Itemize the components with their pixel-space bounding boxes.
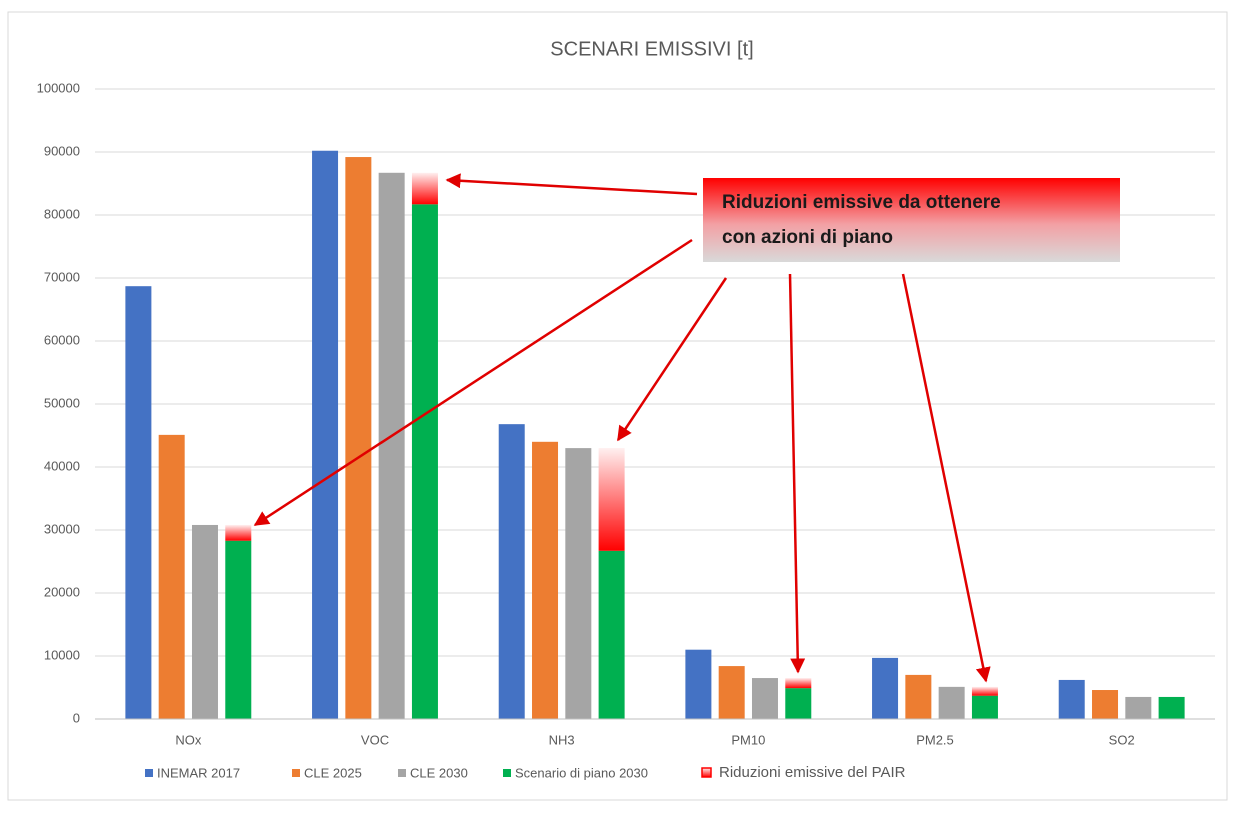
stacked-bar-segment (785, 678, 812, 689)
bar (718, 666, 745, 719)
bar (1125, 696, 1152, 719)
bar (345, 157, 372, 720)
y-tick-label: 30000 (44, 521, 80, 536)
legend-swatch (398, 769, 406, 777)
stacked-bar-segment (225, 524, 252, 541)
x-tick-label: SO2 (1109, 732, 1135, 747)
stacked-bar-segment (971, 686, 998, 696)
bar (411, 204, 438, 720)
legend-label: CLE 2030 (410, 765, 468, 780)
y-tick-label: 100000 (37, 80, 80, 95)
annotation-box (703, 178, 1120, 262)
bar (378, 172, 405, 720)
bar (785, 688, 812, 719)
y-tick-label: 10000 (44, 647, 80, 662)
y-tick-label: 70000 (44, 269, 80, 284)
bar (532, 441, 559, 719)
bar (565, 448, 592, 719)
legend-label: INEMAR 2017 (157, 765, 240, 780)
bar (1158, 696, 1185, 719)
annotation-text: Riduzioni emissive da ottenere (722, 192, 1001, 213)
bar (938, 686, 965, 719)
x-tick-label: VOC (361, 732, 389, 747)
legend-swatch (292, 769, 300, 777)
annotation-text: con azioni di piano (722, 227, 893, 248)
y-tick-label: 0 (73, 710, 80, 725)
legend-swatch (701, 767, 712, 778)
bar (498, 424, 525, 719)
x-tick-label: NH3 (549, 732, 575, 747)
bar (158, 434, 185, 719)
legend-swatch (145, 769, 153, 777)
stacked-bar-segment (598, 448, 625, 551)
y-tick-label: 20000 (44, 584, 80, 599)
stacked-bar-segment (411, 172, 438, 205)
bar (971, 695, 998, 719)
y-tick-label: 90000 (44, 143, 80, 158)
y-tick-label: 40000 (44, 458, 80, 473)
y-tick-label: 60000 (44, 332, 80, 347)
bar (905, 674, 932, 719)
bar (751, 678, 778, 719)
bar (1092, 690, 1119, 719)
bar (225, 540, 252, 719)
bar (312, 150, 339, 720)
bar (191, 524, 218, 719)
legend-label: Scenario di piano 2030 (515, 765, 648, 780)
bar (598, 550, 625, 719)
y-tick-label: 80000 (44, 206, 80, 221)
bar (685, 649, 712, 719)
x-tick-label: PM2.5 (916, 732, 954, 747)
y-tick-label: 50000 (44, 395, 80, 410)
bar (1058, 679, 1085, 719)
x-tick-label: PM10 (731, 732, 765, 747)
legend-swatch (503, 769, 511, 777)
annotation-arrows (253, 173, 991, 683)
bar (125, 286, 152, 719)
x-tick-label: NOx (175, 732, 202, 747)
bar (872, 657, 899, 719)
chart-title: SCENARI EMISSIVI [t] (550, 38, 753, 60)
legend-label: Riduzioni emissive del PAIR (719, 764, 906, 781)
legend-label: CLE 2025 (304, 765, 362, 780)
